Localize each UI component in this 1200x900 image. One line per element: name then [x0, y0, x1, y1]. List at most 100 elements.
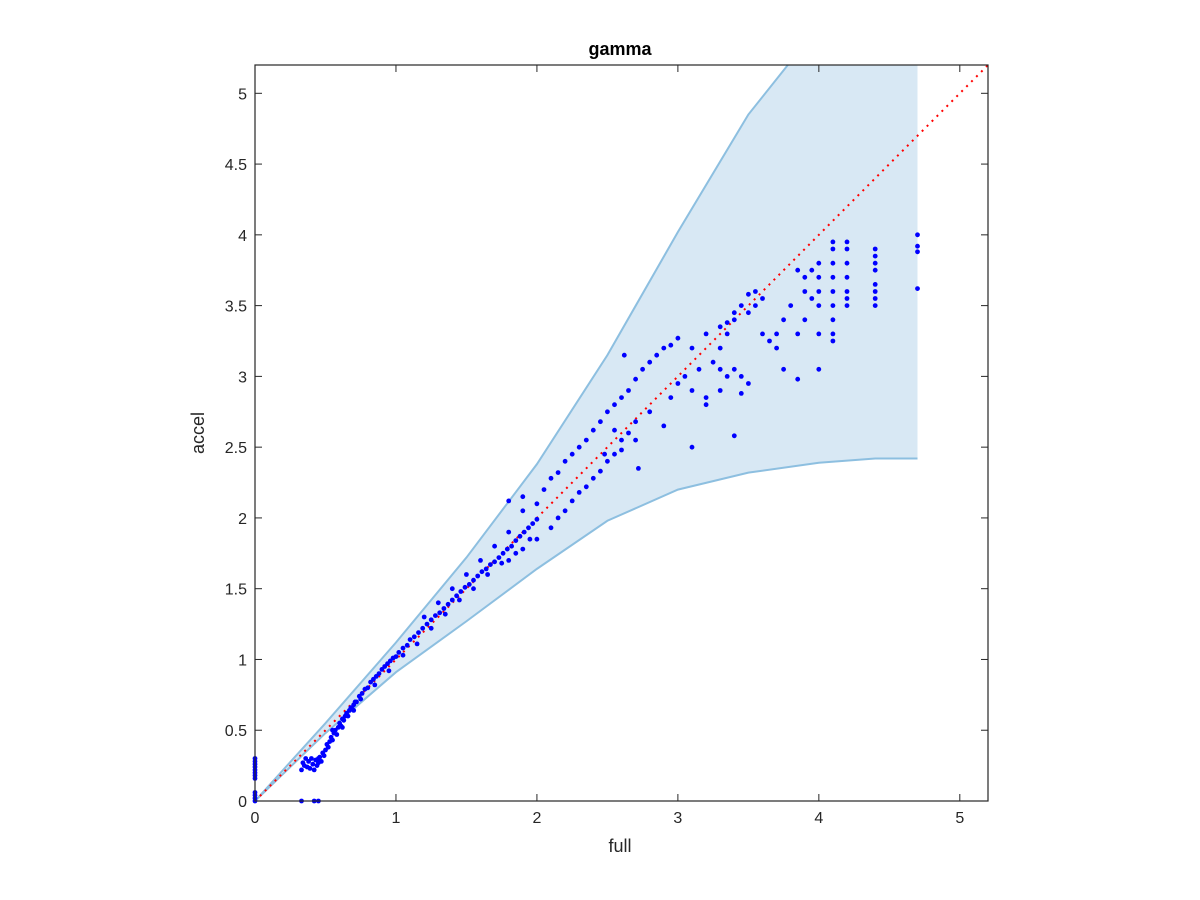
data-point	[753, 303, 758, 308]
x-tick-label: 0	[251, 810, 260, 827]
data-point	[411, 634, 417, 640]
data-point	[612, 451, 617, 457]
data-point	[445, 601, 451, 607]
data-point	[724, 331, 730, 337]
data-point	[816, 274, 822, 280]
data-point	[340, 725, 345, 730]
data-point	[703, 395, 709, 400]
data-point	[316, 756, 321, 761]
data-point	[626, 430, 631, 436]
data-point	[612, 402, 617, 408]
data-point	[509, 543, 514, 549]
data-point	[454, 593, 459, 599]
band-lower-edge	[254, 457, 918, 802]
x-tick-label: 5	[955, 810, 964, 827]
data-point	[386, 668, 392, 674]
data-point	[421, 614, 427, 620]
data-point	[583, 484, 589, 490]
data-point	[872, 303, 878, 308]
data-point	[844, 296, 850, 301]
data-point	[526, 525, 531, 531]
y-tick-label: 4	[238, 228, 247, 245]
reference-line	[254, 64, 989, 802]
data-point	[483, 566, 489, 572]
data-point	[626, 388, 631, 393]
data-point	[590, 427, 596, 433]
data-point	[534, 501, 540, 507]
data-point	[407, 637, 413, 642]
data-point	[703, 331, 709, 337]
data-point	[710, 359, 716, 365]
data-point	[590, 475, 596, 481]
data-point	[534, 516, 540, 522]
data-point	[475, 573, 481, 579]
data-point	[555, 515, 561, 521]
band-fill	[255, 65, 918, 801]
y-tick-label: 3.5	[225, 299, 247, 316]
data-point	[731, 366, 737, 372]
data-point	[548, 475, 554, 481]
data-point	[541, 487, 547, 492]
data-point	[598, 419, 603, 425]
y-tick-label: 3	[238, 369, 247, 386]
data-point	[844, 239, 850, 245]
data-point	[872, 296, 878, 301]
data-point	[675, 335, 681, 341]
data-point	[717, 366, 723, 372]
data-point	[830, 331, 836, 337]
data-point	[872, 289, 878, 294]
data-point	[633, 376, 638, 382]
confidence-band	[254, 64, 918, 802]
data-point	[513, 550, 519, 556]
data-point	[309, 756, 314, 761]
band-upper-edge	[254, 64, 789, 802]
data-point	[724, 374, 730, 379]
data-point	[307, 766, 313, 771]
data-point	[738, 303, 744, 308]
data-point	[844, 246, 850, 252]
data-point	[479, 569, 485, 575]
data-point	[428, 617, 434, 623]
data-point	[449, 597, 455, 603]
data-point	[345, 713, 351, 719]
data-point	[872, 267, 878, 273]
data-point	[334, 732, 340, 737]
data-point	[746, 291, 751, 297]
data-point	[520, 546, 526, 552]
data-point	[358, 696, 364, 702]
data-point	[521, 529, 527, 535]
data-point	[633, 437, 638, 443]
data-point	[802, 289, 808, 294]
data-point	[689, 444, 695, 450]
x-tick-label: 2	[532, 810, 541, 827]
data-point	[504, 546, 510, 552]
data-point	[696, 366, 702, 372]
data-point	[471, 586, 476, 592]
y-tick-label: 0.5	[225, 723, 247, 740]
data-point	[325, 744, 331, 750]
data-point	[682, 374, 688, 379]
data-point	[661, 423, 667, 429]
data-point	[668, 342, 674, 348]
data-point	[562, 458, 568, 464]
data-point	[400, 652, 406, 658]
x-tick-label: 3	[673, 810, 682, 827]
data-point	[654, 352, 660, 358]
data-point	[569, 451, 575, 457]
data-point	[872, 253, 878, 259]
data-point	[760, 331, 765, 337]
data-point	[816, 366, 822, 372]
data-point	[466, 582, 472, 587]
data-point	[299, 767, 304, 773]
data-point	[492, 543, 497, 549]
data-point	[731, 433, 737, 439]
data-point	[464, 572, 469, 577]
data-point	[506, 558, 512, 563]
data-point	[441, 606, 447, 611]
data-point	[506, 498, 512, 504]
data-point	[500, 550, 506, 556]
data-point	[647, 359, 653, 365]
data-point	[396, 650, 402, 655]
data-point	[830, 260, 836, 266]
data-point	[816, 260, 822, 266]
